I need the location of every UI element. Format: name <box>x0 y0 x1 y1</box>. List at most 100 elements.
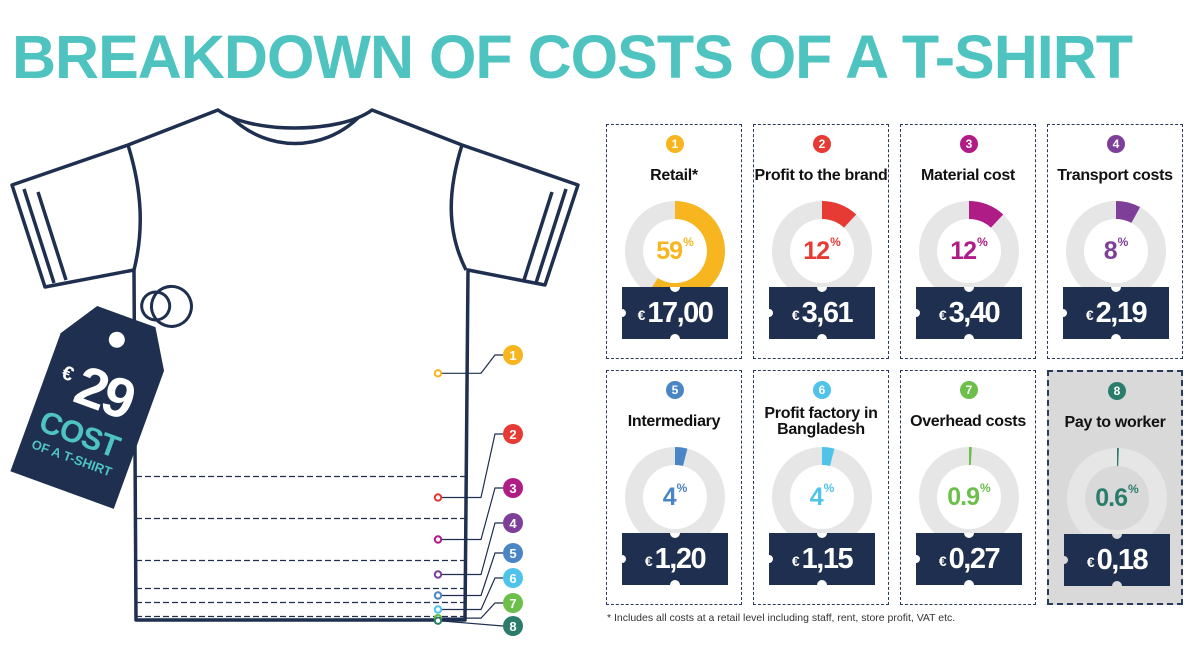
amount-value: 3,61 <box>801 296 854 329</box>
percent-sign: % <box>980 481 991 495</box>
donut-chart <box>625 447 725 547</box>
currency-symbol: € <box>1085 307 1094 323</box>
tshirt-cuff-left <box>22 188 68 284</box>
donut-chart <box>919 447 1019 547</box>
donut-hole <box>790 219 854 283</box>
donut-chart <box>772 447 872 547</box>
percent-sign: % <box>676 481 688 495</box>
tshirt-marker-dot <box>433 493 443 502</box>
percent-value: 4 <box>662 482 677 511</box>
amount-value: 1,15 <box>801 542 854 575</box>
price-ticket <box>622 533 728 585</box>
price-ticket <box>1063 287 1169 339</box>
tshirt-marker-3: 3 <box>433 478 523 544</box>
price-ticket <box>916 287 1022 339</box>
price-amount: €1,15 <box>769 533 875 585</box>
tshirt-marker-7: 7 <box>433 593 523 623</box>
percent-label: 0.9% <box>919 447 1019 547</box>
currency-symbol: € <box>644 553 653 569</box>
tshirt-marker-number: 4 <box>509 516 517 531</box>
amount-value: 0,18 <box>1096 543 1149 576</box>
percent-label: 8% <box>1066 201 1166 301</box>
currency-symbol: € <box>791 553 800 569</box>
donut-chart <box>919 201 1019 301</box>
page-title: BREAKDOWN OF COSTS OF A T-SHIRT <box>12 23 1133 91</box>
panel-overhead-costs: 7 Overhead costs 0.9% €0,27 <box>900 370 1036 605</box>
price-amount: €0,27 <box>916 533 1022 585</box>
panel-number-badge: 5 <box>666 381 684 399</box>
price-amount: €0,18 <box>1064 534 1170 586</box>
panel-label: Transport costs <box>1057 167 1173 184</box>
price-ticket <box>769 533 875 585</box>
panel-label: Overhead costs <box>910 413 1026 430</box>
panel-label: Profit to the brand <box>754 167 888 184</box>
panel-profit-to-the-brand: 2 Profit to the brand 12% €3,61 <box>753 124 889 359</box>
panel-transport-costs: 4 Transport costs 8% €2,19 <box>1047 124 1183 359</box>
percent-sign: % <box>830 235 841 249</box>
donut-hole <box>937 465 1001 529</box>
percent-label: 59% <box>625 201 725 301</box>
panel-number-badge: 4 <box>1107 135 1125 153</box>
tshirt-marker-1: 1 <box>433 345 523 378</box>
percent-value: 4 <box>809 482 824 511</box>
price-ticket <box>916 533 1022 585</box>
tshirt-marker-number: 2 <box>509 427 516 442</box>
panel-material-cost: 3 Material cost 12% €3,40 <box>900 124 1036 359</box>
panel-label: Intermediary <box>627 413 721 430</box>
donut-hole <box>1084 219 1148 283</box>
percent-sign: % <box>1128 482 1139 496</box>
price-amount: €3,40 <box>916 287 1022 339</box>
panel-profit-factory-in-bangladesh: 6 Profit factory in Bangladesh 4% €1,15 <box>753 370 889 605</box>
tshirt-marker-badge <box>503 424 523 444</box>
tshirt-marker-number: 1 <box>509 348 516 363</box>
percent-label: 12% <box>772 201 872 301</box>
tshirt-marker-6: 6 <box>433 568 523 614</box>
tshirt-marker-dot <box>433 605 443 614</box>
price-amount: €3,61 <box>769 287 875 339</box>
donut-hole <box>937 219 1001 283</box>
tshirt-marker-4: 4 <box>433 513 523 579</box>
percent-value: 0.6 <box>1095 483 1128 512</box>
percent-value: 0.9 <box>947 482 980 511</box>
tshirt-marker-badge <box>503 543 523 563</box>
footnote: * Includes all costs at a retail level i… <box>607 612 956 624</box>
percent-label: 4% <box>772 447 872 547</box>
tshirt-marker-dot <box>433 591 443 600</box>
amount-value: 1,20 <box>654 542 707 575</box>
tshirt-marker-dot <box>433 570 443 579</box>
percent-sign: % <box>823 481 835 495</box>
tshirt-marker-number: 3 <box>509 481 516 496</box>
amount-value: 17,00 <box>647 296 714 329</box>
amount-value: 3,40 <box>948 296 1001 329</box>
tshirt-illustration: 1 2 3 4 5 6 7 8 € 29 COST OF A T-SHIRT <box>10 108 580 636</box>
percent-label: 12% <box>919 201 1019 301</box>
tshirt-marker-badge <box>503 568 523 588</box>
donut-chart <box>625 201 725 301</box>
panel-number-badge: 1 <box>666 135 684 153</box>
currency-symbol: € <box>637 307 646 323</box>
percent-sign: % <box>977 235 988 249</box>
percent-label: 0.6% <box>1067 448 1167 548</box>
tshirt-marker-8: 8 <box>433 616 523 636</box>
panel-label: Profit factory in Bangladesh <box>764 405 878 438</box>
panel-number-badge: 3 <box>960 135 978 153</box>
donut-chart <box>1067 448 1167 548</box>
percent-value: 8 <box>1103 236 1118 265</box>
donut-hole <box>643 465 707 529</box>
panel-number-badge: 7 <box>960 381 978 399</box>
percent-value: 12 <box>950 236 977 265</box>
amount-value: 2,19 <box>1095 296 1148 329</box>
donut-chart <box>1066 201 1166 301</box>
donut-hole <box>1085 466 1149 530</box>
tshirt-marker-dot <box>433 616 443 625</box>
tshirt-marker-number: 8 <box>509 619 516 634</box>
tshirt-marker-dot <box>433 535 443 544</box>
tshirt-marker-5: 5 <box>433 543 523 600</box>
panel-intermediary: 5 Intermediary 4% €1,20 <box>606 370 742 605</box>
percent-sign: % <box>1117 235 1129 249</box>
price-tag-body <box>10 305 165 509</box>
tshirt-sleeve-right-seam <box>449 144 468 271</box>
tshirt-cuff-right <box>522 188 568 284</box>
tshirt-marker-2: 2 <box>433 424 523 502</box>
donut-hole <box>790 465 854 529</box>
